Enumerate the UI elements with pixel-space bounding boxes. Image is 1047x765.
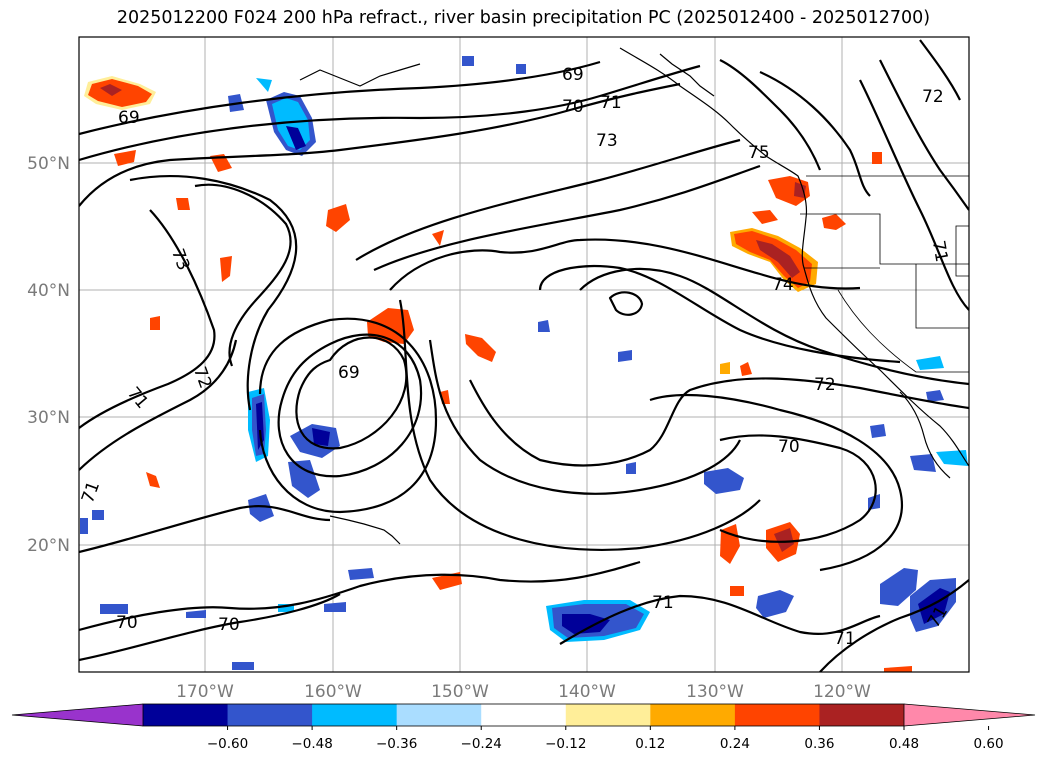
colorbar-tick-label: 0.60 [974, 736, 1004, 752]
contour-label: 71 [652, 593, 674, 613]
colorbar-segment [312, 704, 398, 726]
contour-label: 73 [596, 131, 618, 151]
colorbar-segment [481, 704, 567, 726]
contour-label: 71 [928, 239, 951, 264]
contour-label: 69 [118, 108, 140, 128]
colorbar-segment [650, 704, 736, 726]
lon-label: 160°W [304, 682, 362, 702]
contour-label: 69 [562, 65, 584, 85]
contour-label: 71 [600, 93, 622, 113]
colorbar-tick-label: −0.36 [376, 736, 417, 752]
refractivity-contours [79, 39, 969, 672]
colorbar-tick-label: −0.24 [461, 736, 502, 752]
colorbar-segment [396, 704, 482, 726]
contour-label: 70 [116, 613, 138, 633]
graticule [79, 37, 969, 672]
precipitation-fills [80, 56, 968, 672]
lon-label: 150°W [431, 682, 489, 702]
lon-label: 120°W [813, 682, 871, 702]
contour-label: 71 [123, 383, 152, 412]
plot-frame [78, 36, 970, 673]
contour-label: 70 [218, 615, 240, 635]
colorbar-extend-low [12, 704, 143, 726]
lon-label: 140°W [558, 682, 616, 702]
colorbar: −0.60 −0.48 −0.36 −0.24 −0.12 0.12 0.24 0.36 0.4… [11, 703, 1036, 752]
contour-label: 75 [748, 143, 770, 163]
lat-label: 20°N [27, 536, 70, 556]
colorbar-segment [143, 704, 229, 726]
colorbar-tick-label: 0.24 [720, 736, 750, 752]
lon-label: 170°W [176, 682, 234, 702]
colorbar-segment [734, 704, 820, 726]
contour-label: 71 [78, 479, 104, 506]
contour-label: 70 [562, 97, 584, 117]
contour-label: 74 [772, 275, 794, 295]
contour-label: 72 [814, 375, 836, 395]
longitude-labels: 170°W 160°W 150°W 140°W 130°W 120°W [176, 682, 871, 702]
contour-label: 70 [778, 437, 800, 457]
colorbar-extend-high [904, 704, 1035, 726]
contour-label-group: 69 69 70 71 73 75 72 73 72 71 69 72 74 7… [78, 65, 952, 649]
colorbar-tick-label: −0.48 [291, 736, 332, 752]
colorbar-segment [819, 704, 905, 726]
latitude-labels: 50°N 40°N 30°N 20°N [27, 154, 70, 556]
colorbar-tick-label: 0.48 [889, 736, 919, 752]
contour-label: 72 [922, 87, 944, 107]
contour-label: 71 [834, 629, 856, 649]
contour-label: 72 [189, 364, 215, 391]
lat-label: 50°N [27, 154, 70, 174]
lat-label: 30°N [27, 408, 70, 428]
colorbar-tick-label: −0.12 [545, 736, 586, 752]
colorbar-tick-label: −0.60 [207, 736, 248, 752]
lon-label: 130°W [686, 682, 744, 702]
contour-label: 69 [338, 363, 360, 383]
colorbar-tick-label: 0.36 [804, 736, 834, 752]
map-title: 2025012200 F024 200 hPa refract., river … [116, 8, 931, 28]
coastlines [299, 47, 969, 545]
colorbar-segment [227, 704, 313, 726]
colorbar-segment [565, 704, 651, 726]
lat-label: 40°N [27, 281, 70, 301]
colorbar-tick-label: 0.12 [635, 736, 665, 752]
